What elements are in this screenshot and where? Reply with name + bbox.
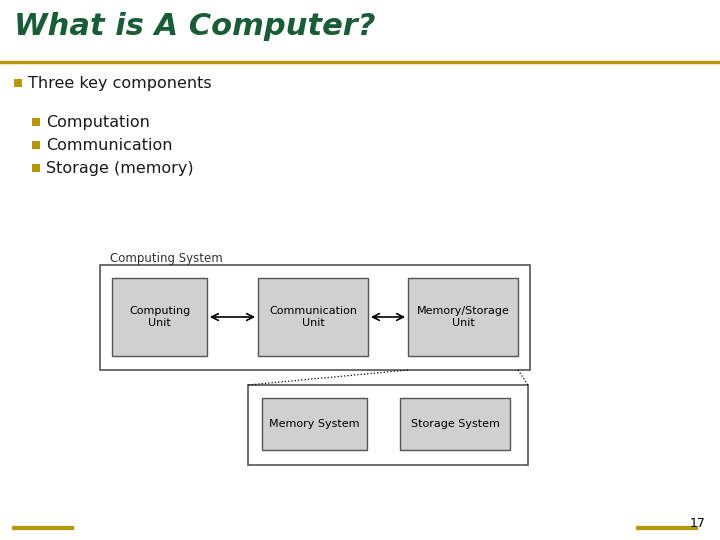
Text: Communication: Communication <box>46 138 173 153</box>
Bar <box>258 278 368 356</box>
Text: What is A Computer?: What is A Computer? <box>14 12 376 41</box>
Text: Storage System: Storage System <box>410 419 500 429</box>
Text: Memory System: Memory System <box>269 419 360 429</box>
Bar <box>100 265 530 370</box>
Text: Memory/Storage
Unit: Memory/Storage Unit <box>417 306 510 328</box>
Bar <box>248 385 528 465</box>
Bar <box>14 79 22 87</box>
Text: 17: 17 <box>690 517 706 530</box>
Text: Communication
Unit: Communication Unit <box>269 306 357 328</box>
Text: Computing
Unit: Computing Unit <box>129 306 190 328</box>
Text: Computation: Computation <box>46 115 150 130</box>
Bar <box>400 398 510 450</box>
Bar <box>112 278 207 356</box>
Text: Storage (memory): Storage (memory) <box>46 161 194 176</box>
Bar <box>408 278 518 356</box>
Text: Three key components: Three key components <box>28 76 212 91</box>
Bar <box>32 141 40 149</box>
Text: Computing System: Computing System <box>110 252 222 265</box>
Bar <box>262 398 367 450</box>
Bar <box>32 164 40 172</box>
Bar <box>32 118 40 126</box>
